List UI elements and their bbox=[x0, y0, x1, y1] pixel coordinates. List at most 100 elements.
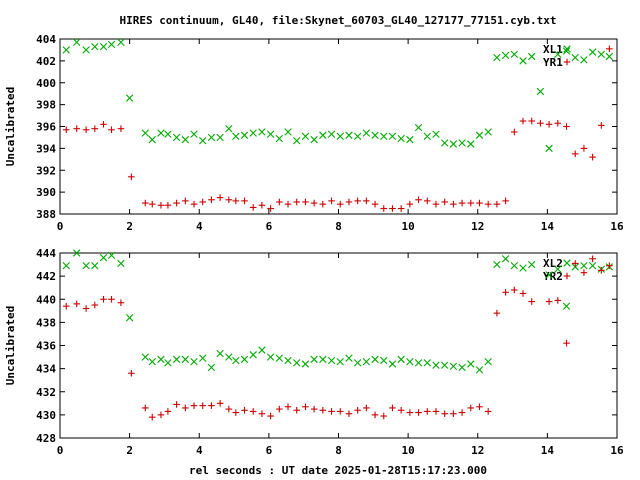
data-point bbox=[528, 298, 536, 305]
data-point bbox=[571, 260, 579, 267]
data-point bbox=[284, 403, 292, 411]
data-point bbox=[362, 129, 371, 137]
x-tick-label: 4 bbox=[196, 220, 203, 233]
data-point bbox=[510, 50, 518, 59]
data-point bbox=[157, 129, 165, 137]
data-point bbox=[148, 200, 156, 208]
data-point bbox=[284, 128, 292, 136]
x-tick-label: 0 bbox=[57, 220, 64, 233]
data-point bbox=[172, 355, 181, 364]
data-point bbox=[406, 357, 414, 366]
data-point bbox=[467, 360, 475, 368]
x-tick-label: 10 bbox=[402, 220, 415, 233]
data-point bbox=[510, 262, 518, 270]
data-point bbox=[432, 408, 440, 415]
data-point bbox=[415, 196, 422, 204]
data-point bbox=[91, 42, 99, 51]
data-point bbox=[225, 353, 233, 361]
data-point bbox=[598, 267, 605, 274]
data-point bbox=[328, 197, 335, 205]
data-point bbox=[528, 52, 536, 61]
data-point bbox=[467, 140, 475, 148]
data-point bbox=[199, 137, 207, 145]
data-point bbox=[199, 198, 207, 206]
data-point bbox=[441, 410, 448, 418]
data-point bbox=[554, 50, 562, 59]
data-point bbox=[240, 355, 249, 364]
data-point bbox=[208, 402, 215, 409]
x-tick-label: 4 bbox=[196, 444, 203, 457]
data-point bbox=[164, 201, 172, 209]
x-tick-label: 6 bbox=[266, 220, 273, 233]
data-point bbox=[458, 363, 466, 372]
data-point bbox=[502, 289, 509, 296]
y-tick-label: 394 bbox=[36, 142, 56, 155]
data-point bbox=[519, 290, 527, 297]
y-tick-label: 440 bbox=[36, 293, 56, 306]
data-point bbox=[182, 404, 189, 412]
data-point bbox=[99, 42, 108, 51]
data-point bbox=[502, 197, 509, 205]
data-point bbox=[91, 301, 99, 309]
data-point bbox=[380, 412, 388, 420]
data-point bbox=[207, 363, 216, 372]
data-point bbox=[208, 196, 215, 204]
data-point bbox=[414, 359, 423, 367]
data-point bbox=[484, 357, 492, 366]
data-point bbox=[432, 130, 440, 138]
data-point bbox=[397, 134, 405, 143]
y-tick-label: 404 bbox=[36, 33, 56, 46]
data-point bbox=[241, 406, 248, 414]
data-point bbox=[397, 355, 405, 364]
data-point bbox=[181, 355, 190, 364]
data-point bbox=[406, 409, 414, 416]
data-point bbox=[293, 406, 301, 414]
y-tick-label: 430 bbox=[36, 409, 56, 422]
data-point bbox=[528, 260, 536, 269]
data-point bbox=[545, 298, 553, 305]
data-point bbox=[173, 401, 180, 408]
data-point bbox=[354, 197, 361, 205]
data-point bbox=[511, 286, 518, 294]
data-point bbox=[519, 117, 527, 125]
data-point bbox=[225, 124, 233, 133]
legend-marker bbox=[563, 272, 571, 280]
data-point bbox=[182, 197, 189, 205]
data-point bbox=[580, 269, 588, 276]
data-point bbox=[232, 409, 240, 416]
x-tick-label: 8 bbox=[335, 444, 342, 457]
x-axis-label: rel seconds : UT date 2025-01-28T15:17:2… bbox=[189, 464, 487, 477]
data-point bbox=[232, 197, 240, 205]
y-tick-label: 388 bbox=[36, 208, 56, 221]
data-point bbox=[423, 408, 431, 415]
data-point bbox=[117, 259, 125, 268]
data-point bbox=[406, 200, 414, 208]
data-point bbox=[353, 132, 362, 141]
data-point bbox=[164, 130, 172, 138]
data-point bbox=[141, 199, 149, 207]
y-tick-label: 436 bbox=[36, 340, 56, 353]
data-point bbox=[82, 126, 90, 134]
data-point bbox=[82, 262, 90, 270]
data-point bbox=[450, 410, 457, 418]
x-tick-label: 16 bbox=[610, 220, 624, 233]
data-point bbox=[232, 132, 240, 141]
data-point bbox=[371, 411, 379, 419]
data-point bbox=[380, 132, 388, 141]
x-tick-label: 2 bbox=[126, 220, 133, 233]
data-point bbox=[475, 366, 484, 374]
data-point bbox=[545, 144, 553, 153]
data-point bbox=[537, 119, 544, 127]
data-point bbox=[423, 197, 431, 205]
data-point bbox=[232, 356, 240, 365]
data-point bbox=[199, 402, 207, 409]
data-point bbox=[62, 126, 70, 134]
data-point bbox=[310, 135, 318, 144]
data-point bbox=[108, 295, 115, 303]
x-tick-label: 14 bbox=[541, 220, 555, 233]
data-point bbox=[100, 295, 107, 303]
data-point bbox=[301, 360, 310, 368]
data-point bbox=[207, 133, 216, 142]
data-point bbox=[73, 300, 81, 308]
data-point bbox=[484, 128, 492, 136]
